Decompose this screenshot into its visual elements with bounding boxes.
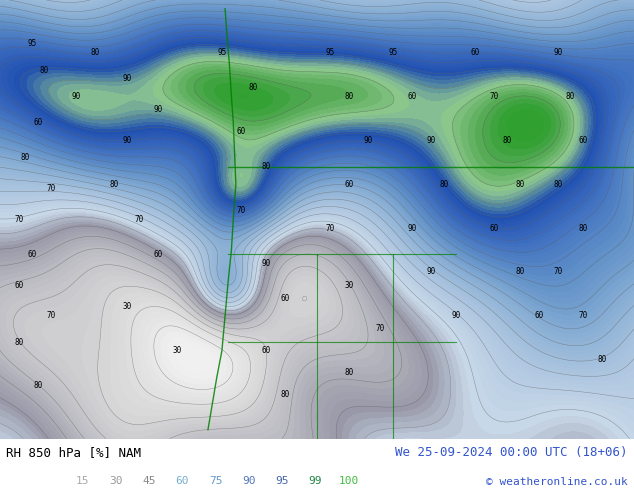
Text: 95: 95 xyxy=(325,48,334,57)
Text: 90: 90 xyxy=(122,74,131,83)
Text: 60: 60 xyxy=(490,223,499,233)
Text: 70: 70 xyxy=(579,311,588,320)
Text: RH 850 hPa [%] NAM: RH 850 hPa [%] NAM xyxy=(6,446,141,459)
Text: 60: 60 xyxy=(471,48,480,57)
Text: 80: 80 xyxy=(21,153,30,162)
Text: 30: 30 xyxy=(344,281,353,290)
Text: 30: 30 xyxy=(122,302,131,312)
Text: 80: 80 xyxy=(503,136,512,145)
Text: 80: 80 xyxy=(262,162,271,171)
Text: © weatheronline.co.uk: © weatheronline.co.uk xyxy=(486,477,628,488)
Text: 15: 15 xyxy=(75,476,89,486)
Text: 80: 80 xyxy=(91,48,100,57)
Text: 70: 70 xyxy=(376,324,385,333)
Text: 100: 100 xyxy=(339,476,359,486)
Text: 70: 70 xyxy=(553,268,562,276)
Text: 80: 80 xyxy=(344,92,353,101)
Text: 90: 90 xyxy=(363,136,372,145)
Text: 60: 60 xyxy=(154,250,163,259)
Text: 60: 60 xyxy=(15,281,23,290)
Text: 60: 60 xyxy=(27,250,36,259)
Text: 95: 95 xyxy=(27,39,36,49)
Text: 80: 80 xyxy=(439,180,448,189)
Text: 60: 60 xyxy=(236,127,245,136)
Text: 30: 30 xyxy=(109,476,122,486)
Text: 80: 80 xyxy=(344,368,353,377)
Text: 95: 95 xyxy=(275,476,289,486)
Text: 95: 95 xyxy=(389,48,398,57)
Text: 45: 45 xyxy=(142,476,156,486)
Text: 80: 80 xyxy=(598,355,607,364)
Text: 60: 60 xyxy=(176,476,189,486)
Text: 70: 70 xyxy=(46,311,55,320)
Text: 60: 60 xyxy=(579,136,588,145)
Text: 90: 90 xyxy=(408,223,417,233)
Text: 80: 80 xyxy=(34,381,42,391)
Text: 80: 80 xyxy=(15,338,23,346)
Text: 60: 60 xyxy=(281,294,290,303)
Text: 80: 80 xyxy=(579,223,588,233)
Text: 75: 75 xyxy=(209,476,223,486)
Text: 80: 80 xyxy=(110,180,119,189)
Text: 70: 70 xyxy=(135,215,144,224)
Text: 70: 70 xyxy=(325,223,334,233)
Text: 90: 90 xyxy=(72,92,81,101)
Text: We 25-09-2024 00:00 UTC (18+06): We 25-09-2024 00:00 UTC (18+06) xyxy=(395,446,628,459)
Text: 80: 80 xyxy=(515,180,524,189)
Text: 80: 80 xyxy=(553,180,562,189)
Text: 80: 80 xyxy=(566,92,575,101)
Text: 90: 90 xyxy=(553,48,562,57)
Text: 60: 60 xyxy=(408,92,417,101)
Text: 90: 90 xyxy=(154,105,163,114)
Text: 80: 80 xyxy=(40,66,49,74)
Text: 80: 80 xyxy=(249,83,258,92)
Text: 70: 70 xyxy=(15,215,23,224)
Text: 80: 80 xyxy=(281,390,290,399)
Text: 90: 90 xyxy=(242,476,256,486)
Text: 99: 99 xyxy=(309,476,322,486)
Text: 90: 90 xyxy=(427,268,436,276)
Text: 90: 90 xyxy=(452,311,461,320)
Text: 60: 60 xyxy=(534,311,543,320)
Text: 90: 90 xyxy=(427,136,436,145)
Text: 60: 60 xyxy=(262,346,271,355)
Text: 60: 60 xyxy=(34,118,42,127)
Text: 70: 70 xyxy=(236,206,245,215)
Text: 90: 90 xyxy=(262,259,271,268)
Text: 95: 95 xyxy=(217,48,226,57)
Text: 90: 90 xyxy=(122,136,131,145)
Text: 70: 70 xyxy=(46,184,55,193)
Text: 30: 30 xyxy=(173,346,182,355)
Text: 80: 80 xyxy=(515,268,524,276)
Text: 60: 60 xyxy=(344,180,353,189)
Text: 70: 70 xyxy=(490,92,499,101)
